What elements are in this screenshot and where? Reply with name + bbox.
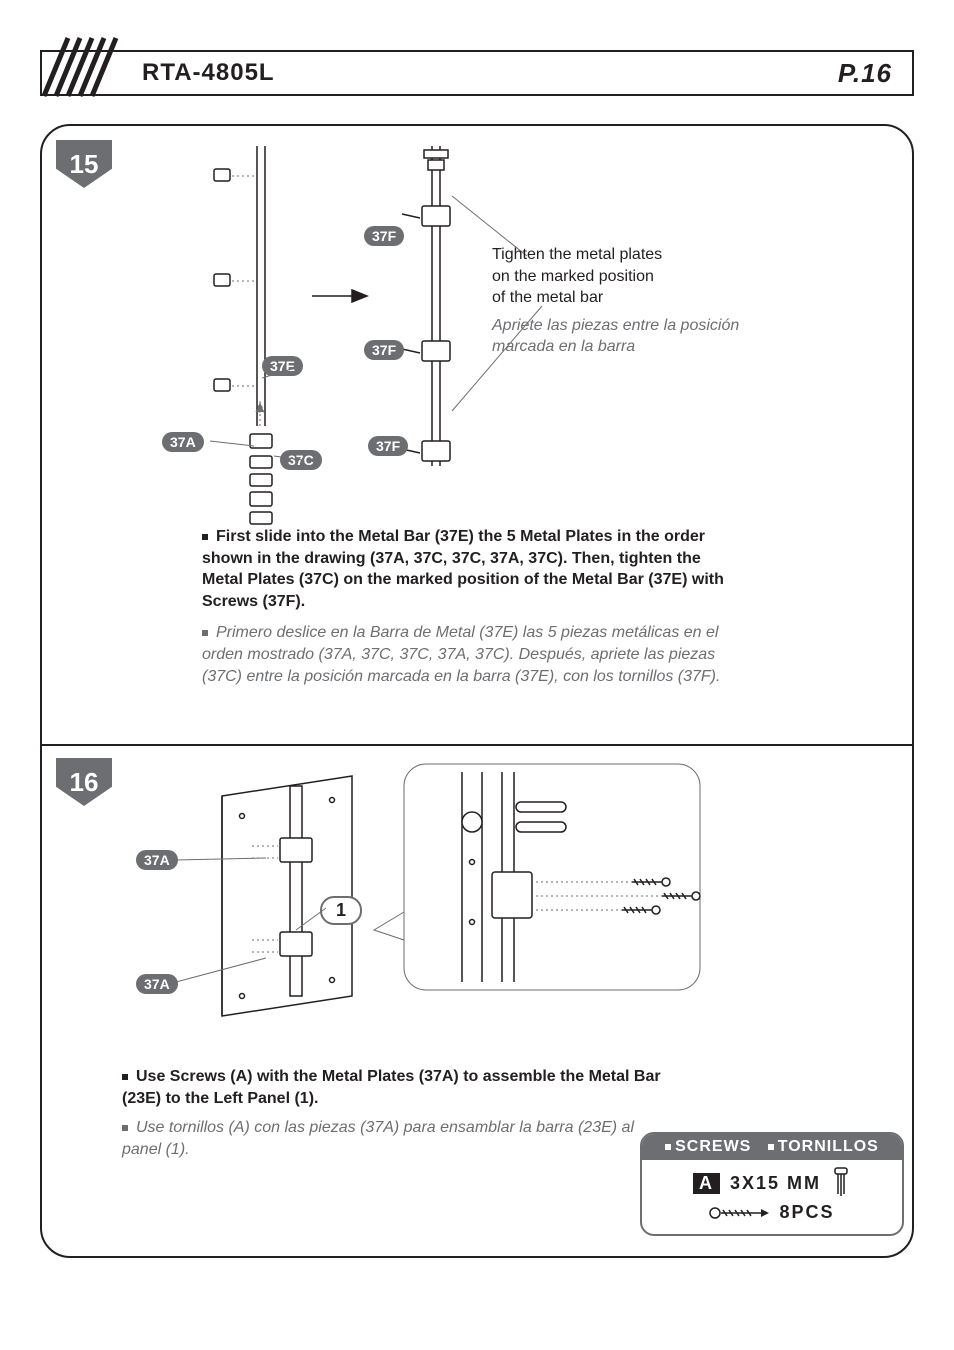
screw-side-icon — [831, 1166, 851, 1200]
bullet-icon — [122, 1125, 128, 1131]
step-16-number: 16 — [70, 767, 99, 798]
step-15-badge: 15 — [56, 140, 112, 188]
leader-lines-icon — [162, 356, 322, 486]
page: RTA-4805L P.16 15 — [0, 0, 954, 1350]
hw-code: A — [693, 1173, 720, 1194]
note-en-line3: of the metal bar — [492, 287, 852, 309]
instruction-panel: 15 — [40, 124, 914, 1258]
hw-size-row: A 3X15 MM — [693, 1166, 851, 1200]
hw-header-es: TORNILLOS — [778, 1138, 879, 1155]
step16-leader-lines-icon — [136, 850, 396, 1010]
step16-right-diagram — [402, 762, 702, 1002]
label-37f-1: 37F — [364, 226, 404, 246]
section-divider — [42, 744, 912, 746]
model-number: RTA-4805L — [142, 59, 275, 87]
bullet-icon — [768, 1144, 774, 1150]
step16-instr-es: Use tornillos (A) con las piezas (37A) p… — [122, 1119, 634, 1158]
bullet-icon — [202, 630, 208, 636]
bullet-icon — [665, 1144, 671, 1150]
hw-header-en: SCREWS — [675, 1138, 751, 1155]
screw-icon — [709, 1205, 769, 1221]
hw-qty: 8PCS — [779, 1202, 834, 1223]
step16-instruction: Use Screws (A) with the Metal Plates (37… — [122, 1066, 672, 1160]
bullet-icon — [122, 1074, 128, 1080]
bullet-icon — [202, 534, 208, 540]
hw-qty-row: 8PCS — [709, 1202, 834, 1223]
header-stripes-icon — [36, 38, 126, 96]
step-15-number: 15 — [70, 149, 99, 180]
step16-instr-en: Use Screws (A) with the Metal Plates (37… — [122, 1068, 661, 1107]
label-37f-3: 37F — [368, 436, 408, 456]
step-16-badge: 16 — [56, 758, 112, 806]
hardware-box: SCREWS TORNILLOS A 3X15 MM — [640, 1132, 904, 1236]
step15-instr-en: First slide into the Metal Bar (37E) the… — [202, 528, 724, 610]
step15-es-row: Primero deslice en la Barra de Metal (37… — [202, 622, 732, 687]
hardware-body: A 3X15 MM 8PCS — [642, 1160, 902, 1223]
header-bar: RTA-4805L P.16 — [40, 50, 914, 96]
note-en-line1: Tighten the metal plates — [492, 244, 852, 266]
step16-es-row: Use tornillos (A) con las piezas (37A) p… — [122, 1117, 672, 1160]
step15-en-row: First slide into the Metal Bar (37E) the… — [202, 526, 732, 612]
page-number: P.16 — [838, 58, 892, 89]
hardware-header: SCREWS TORNILLOS — [642, 1134, 902, 1160]
note-es-line2: marcada en la barra — [492, 336, 852, 358]
note-en-line2: on the marked position — [492, 266, 852, 288]
step15-instr-es: Primero deslice en la Barra de Metal (37… — [202, 624, 720, 684]
step16-en-row: Use Screws (A) with the Metal Plates (37… — [122, 1066, 672, 1109]
note-es-line1: Apriete las piezas entre la posición — [492, 315, 852, 337]
label-37f-2: 37F — [364, 340, 404, 360]
step15-side-note: Tighten the metal plates on the marked p… — [492, 244, 852, 358]
hw-size: 3X15 MM — [730, 1173, 821, 1194]
step15-instruction: First slide into the Metal Bar (37E) the… — [202, 526, 732, 687]
